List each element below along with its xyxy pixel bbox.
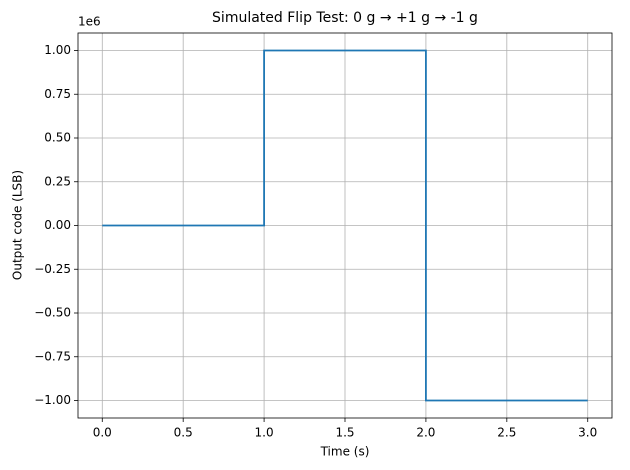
chart-title: Simulated Flip Test: 0 g → +1 g → -1 g [212,10,478,26]
y-axis-label: Output code (LSB) [11,170,25,280]
y-tick-label: −1.00 [34,393,71,407]
line-series [102,49,588,402]
y-tick-label: −0.50 [34,306,71,320]
y-tick-label: 0.00 [44,218,71,232]
y-tick-label: −0.25 [34,262,71,276]
y-tick-label: 0.50 [44,131,71,145]
y-offset-label: 1e6 [78,15,101,29]
y-tick-label: −0.75 [34,349,71,363]
x-axis-label: Time (s) [320,445,370,459]
x-tick-label: 2.5 [497,426,516,440]
x-tick-label: 1.5 [335,426,354,440]
x-tick-label: 0.0 [93,426,112,440]
y-tick-label: 0.25 [44,174,71,188]
x-tick-label: 1.0 [255,426,274,440]
x-tick-label: 0.5 [174,426,193,440]
plot-frame [77,32,613,419]
y-tick-label: 0.75 [44,87,71,101]
y-tick-label: 1.00 [44,43,71,57]
x-tick-label: 2.0 [416,426,435,440]
x-tick-label: 3.0 [578,426,597,440]
